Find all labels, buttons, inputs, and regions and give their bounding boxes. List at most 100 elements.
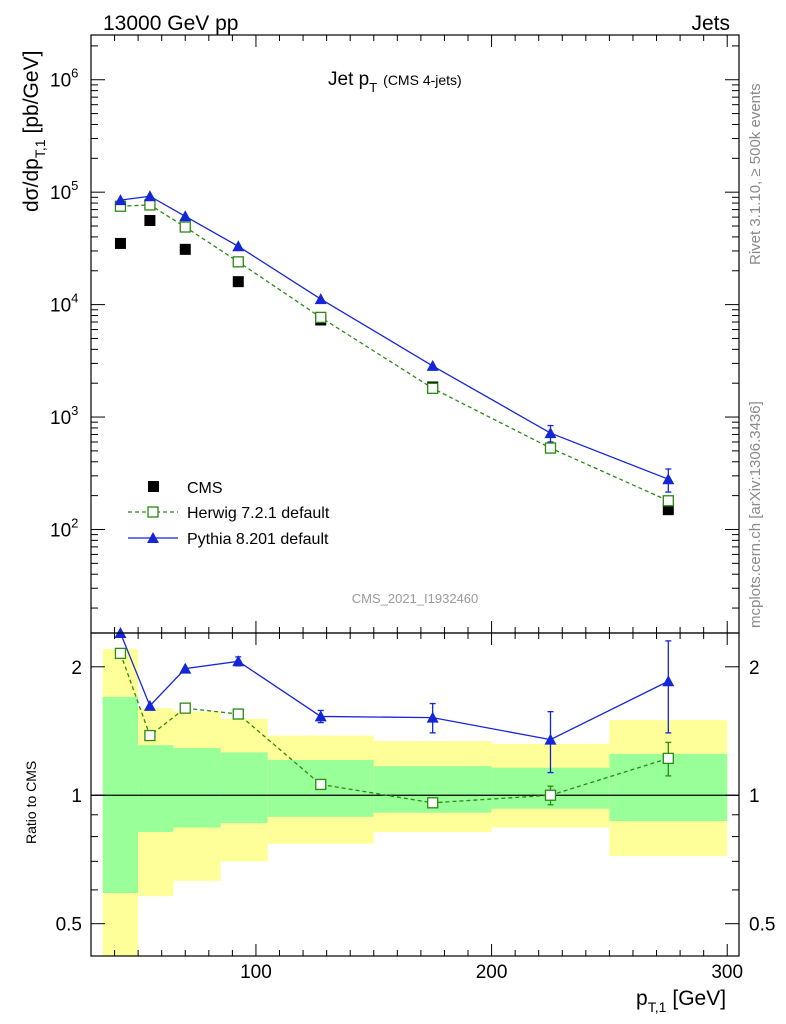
legend-cms-label: CMS xyxy=(187,480,223,497)
x-label-unit: [GeV] xyxy=(672,987,726,1010)
ratio-pythia-data-point xyxy=(544,733,557,745)
main-title-main: Jet p xyxy=(328,69,369,90)
ratio-herwig-data-point xyxy=(427,797,439,809)
ratio-y-tick-label-right: 2 xyxy=(749,658,760,679)
main-y-label-sub: T,1 xyxy=(32,139,48,158)
ratio-pythia-data-point xyxy=(143,699,156,711)
ratio-pythia-line xyxy=(119,632,669,741)
ratio-herwig-data-point xyxy=(662,752,674,765)
cms-data-point xyxy=(662,504,674,516)
legend-herwig-label: Herwig 7.2.1 default xyxy=(187,505,330,522)
cms-data-point xyxy=(114,237,126,249)
main-y-tick-exp: 2 xyxy=(71,515,78,530)
ratio-herwig-line xyxy=(119,653,669,804)
ratio-herwig-data-point xyxy=(315,778,327,791)
ratio-herwig-data-point xyxy=(232,708,244,720)
ratio-y-tick-label-right: 1 xyxy=(749,786,760,807)
cms-data-point xyxy=(179,243,191,255)
pythia-data-point xyxy=(426,359,439,371)
legend-pythia-label: Pythia 8.201 default xyxy=(187,531,329,548)
main-y-tick-exp: 3 xyxy=(71,403,78,418)
ratio-herwig-data-point xyxy=(144,729,156,742)
pythia-data-point xyxy=(232,240,245,252)
ratio-band-green xyxy=(138,745,174,833)
ratio-pythia-data-point xyxy=(314,710,327,722)
ratio-y-tick-label: 0.5 xyxy=(56,915,82,936)
main-y-axis-label: dσ/dpT,1 [pb/GeV] xyxy=(20,51,48,212)
legend-cms-marker xyxy=(148,481,159,492)
cms-data-point xyxy=(232,276,244,288)
ratio-pythia-data-point xyxy=(179,662,192,674)
ratio-plot-frame xyxy=(90,632,740,957)
pythia-data-point xyxy=(114,194,127,206)
analysis-watermark: CMS_2021_I1932460 xyxy=(352,591,479,606)
ratio-herwig-data-point xyxy=(544,789,557,801)
ratio-y-tick-label: 1 xyxy=(71,786,82,807)
ratio-herwig-data-point xyxy=(114,647,127,660)
ratio-y-tick-label-right: 0.5 xyxy=(749,915,775,936)
ratio-herwig-data-point xyxy=(179,702,191,714)
header-right-label: Jets xyxy=(691,12,730,35)
x-label-sub: T,1 xyxy=(648,999,667,1015)
header-left-label: 13000 GeV pp xyxy=(103,12,238,35)
main-y-label-main: dσ/dp xyxy=(20,158,43,212)
ratio-pythia-data-point xyxy=(426,711,439,723)
pythia-data-point xyxy=(662,473,675,485)
main-y-tick-base: 10 xyxy=(50,520,71,541)
x-tick-label: 300 xyxy=(711,962,743,983)
main-title-sub: T xyxy=(369,80,377,95)
ratio-axis-ticks: 100 200 300 0.5 0.5 1 1 2 2 xyxy=(56,633,775,983)
main-y-tick-exp: 6 xyxy=(71,66,78,81)
main-y-tick-base: 10 xyxy=(50,71,71,92)
legend-herwig-marker xyxy=(147,506,159,518)
main-y-tick-base: 10 xyxy=(50,183,71,204)
main-y-tick-label: 106 xyxy=(50,66,78,92)
main-title-note: (CMS 4-jets) xyxy=(383,72,462,88)
main-y-tick-label: 104 xyxy=(50,291,78,317)
main-data-layer xyxy=(114,190,675,516)
x-tick-label: 100 xyxy=(240,962,272,983)
x-tick-label: 200 xyxy=(476,962,508,983)
legend-pythia-marker xyxy=(147,532,159,543)
ratio-band-green xyxy=(173,748,221,828)
ratio-data-layer xyxy=(114,627,675,809)
ratio-uncertainty-bands xyxy=(91,649,739,956)
main-y-tick-label: 103 xyxy=(50,403,78,429)
main-y-tick-base: 10 xyxy=(50,296,71,317)
legend: CMS Herwig 7.2.1 default Pythia 8.201 de… xyxy=(128,480,330,548)
x-label-main: p xyxy=(636,987,648,1010)
ratio-band-green xyxy=(220,752,268,824)
main-y-tick-label: 102 xyxy=(50,515,78,541)
pythia-data-point xyxy=(544,427,557,439)
pythia-line xyxy=(120,195,669,480)
herwig-data-point xyxy=(315,311,327,324)
ratio-y-axis-label: Ratio to CMS xyxy=(23,761,39,844)
ratio-plot-panel: 100 200 300 0.5 0.5 1 1 2 2 Ratio to CMS pT,1 [Ge… xyxy=(23,627,775,1015)
herwig-data-point xyxy=(544,442,557,454)
main-y-tick-exp: 4 xyxy=(71,291,78,306)
herwig-data-point xyxy=(427,382,439,394)
pythia-data-point xyxy=(314,293,327,305)
pythia-data-point xyxy=(179,210,192,222)
mcplots-label: mcplots.cern.ch [arXiv:1306.3436] xyxy=(747,401,764,628)
herwig-data-point xyxy=(232,256,244,268)
rivet-version-label: Rivet 3.1.10, ≥ 500k events xyxy=(747,83,764,265)
herwig-data-point xyxy=(144,199,156,211)
ratio-pythia-data-point xyxy=(232,655,245,667)
herwig-line xyxy=(120,204,669,502)
x-axis-label: pT,1 [GeV] xyxy=(636,987,726,1015)
ratio-y-tick-label: 2 xyxy=(71,658,82,679)
cms-data-point xyxy=(144,214,156,226)
herwig-data-point xyxy=(662,495,674,507)
pythia-data-point xyxy=(143,190,156,202)
ratio-pythia-data-point xyxy=(662,675,675,687)
main-y-tick-label: 105 xyxy=(50,178,78,204)
main-y-tick-base: 10 xyxy=(50,408,71,429)
main-y-label-unit: [pb/GeV] xyxy=(20,51,43,134)
herwig-data-point xyxy=(179,221,191,233)
main-y-tick-exp: 5 xyxy=(71,178,78,193)
main-title: Jet pT (CMS 4-jets) xyxy=(328,69,462,95)
